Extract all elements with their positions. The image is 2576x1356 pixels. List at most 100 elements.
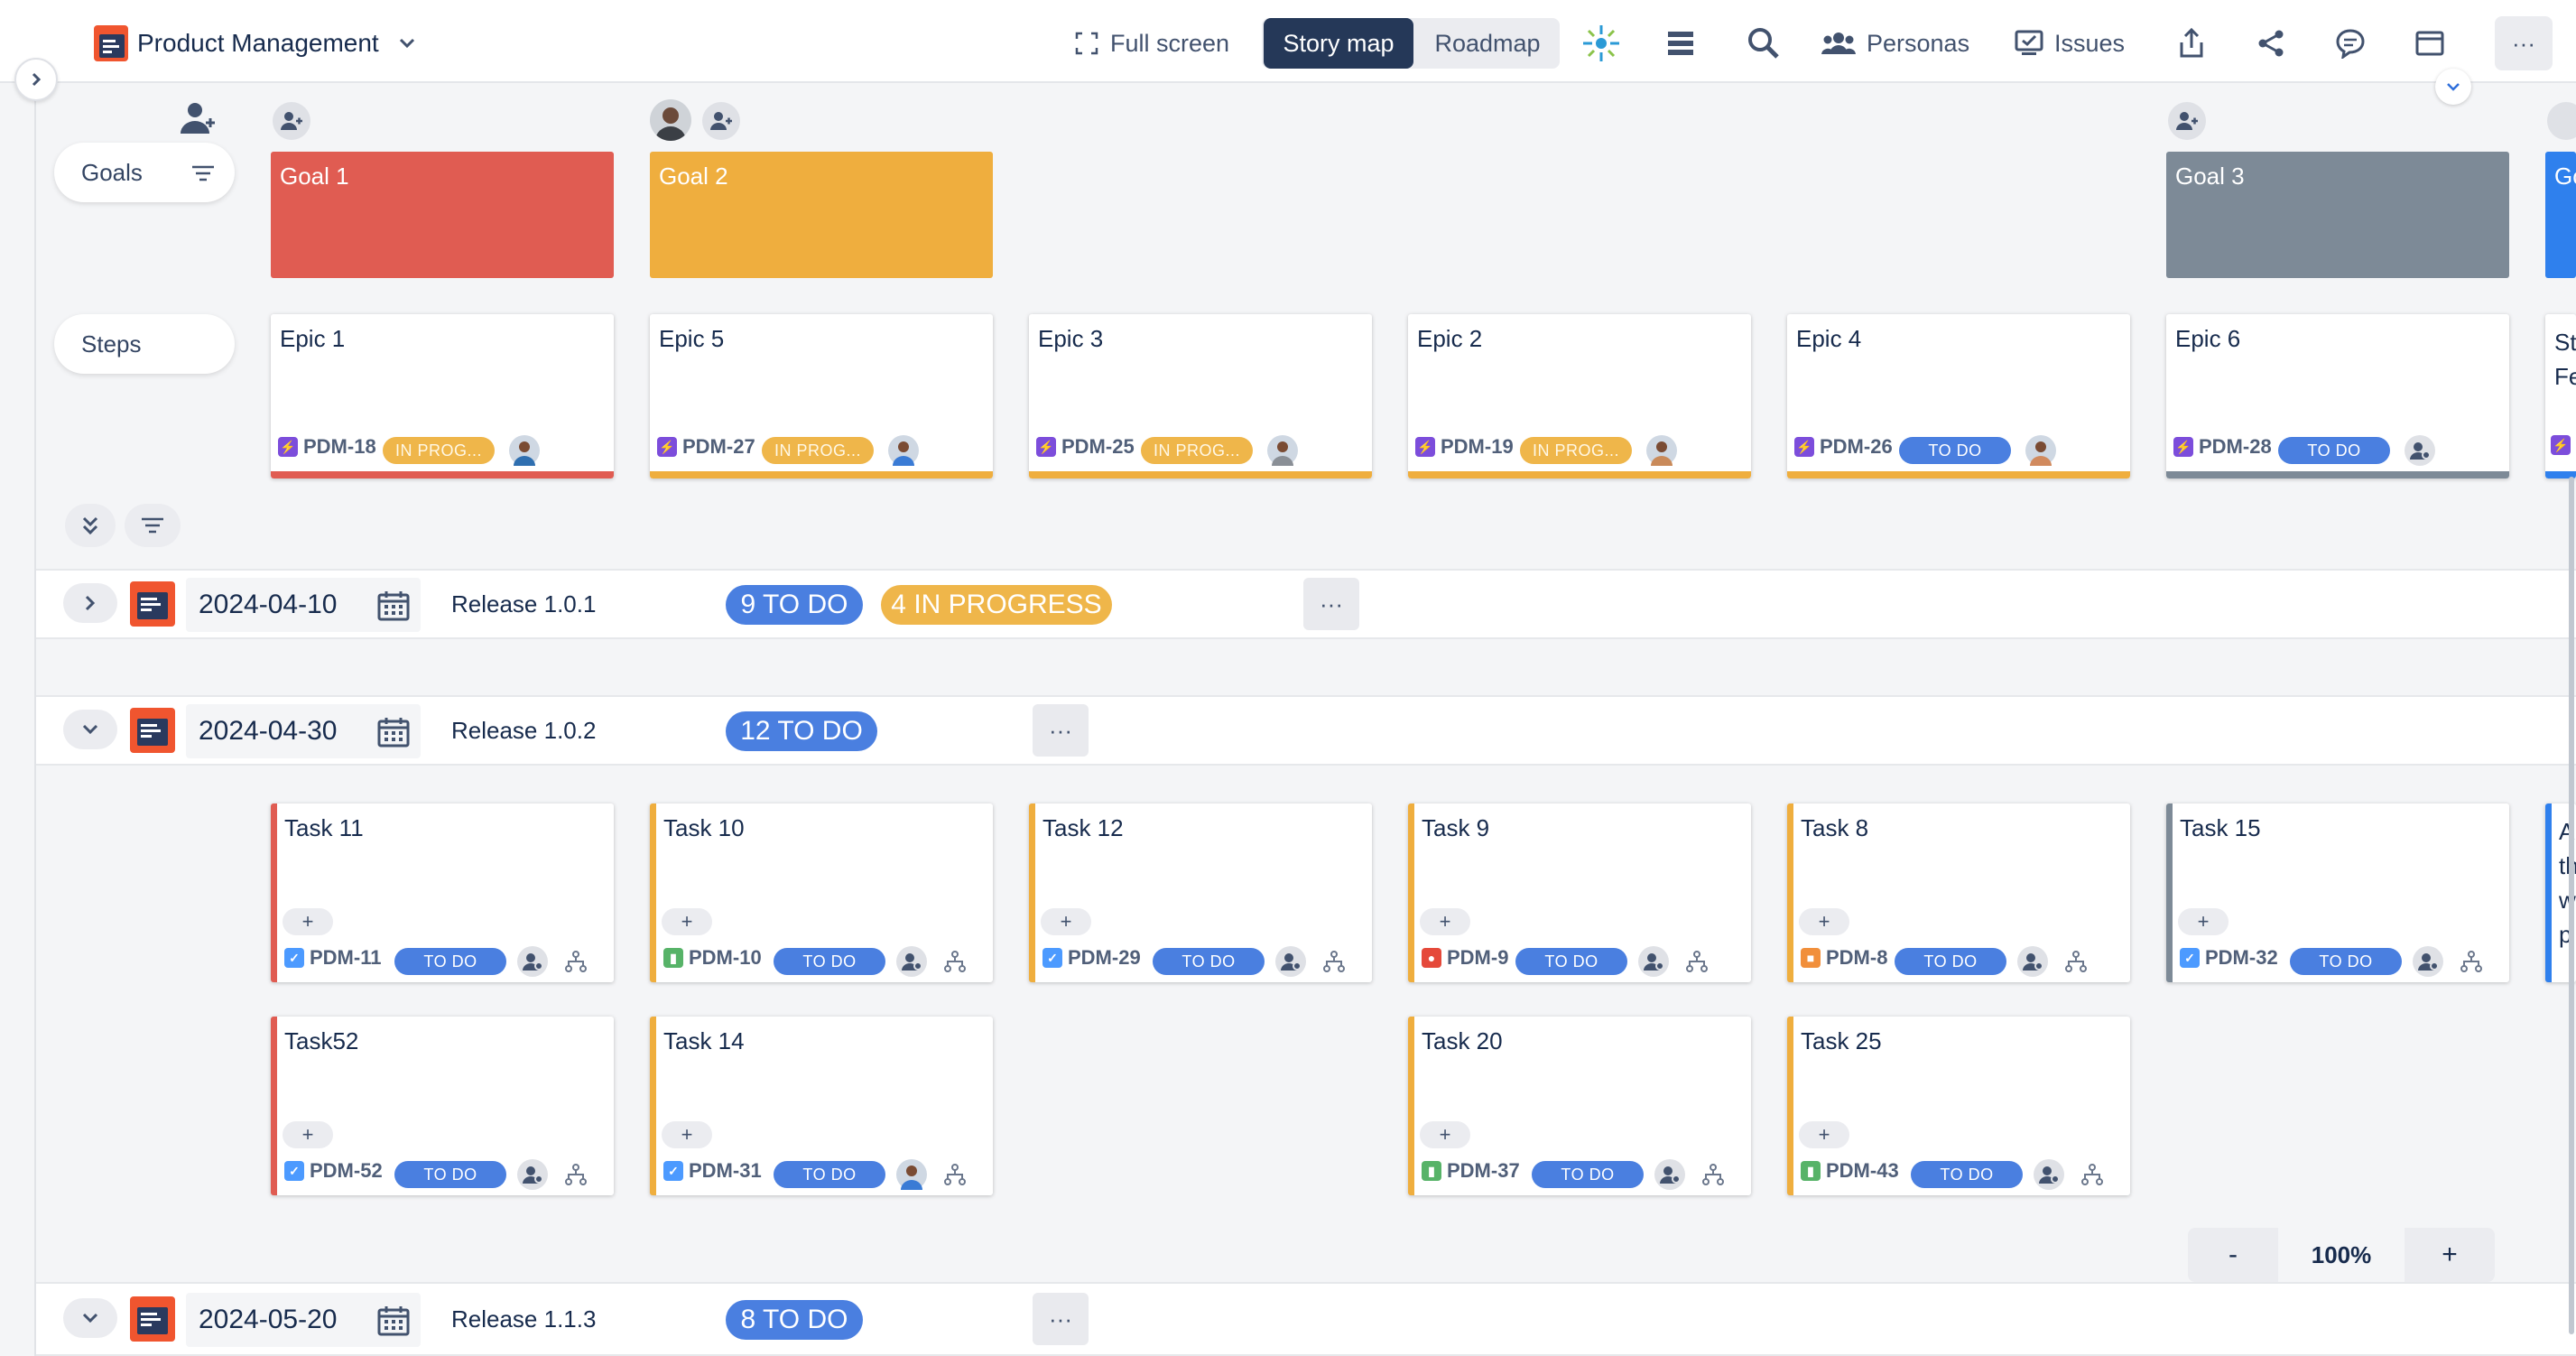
task-card[interactable]: Task 9 + ● PDM-9 TO DO xyxy=(1408,803,1751,982)
status-badge[interactable]: TO DO xyxy=(2278,437,2390,464)
vertical-scrollbar[interactable] xyxy=(2569,477,2574,1334)
assignee-avatar[interactable] xyxy=(517,946,548,977)
status-badge[interactable]: IN PROG... xyxy=(762,437,874,464)
issue-key[interactable]: PDM-11 xyxy=(310,946,382,969)
steps-row-header[interactable]: Steps xyxy=(54,314,235,374)
add-subtask-button[interactable]: + xyxy=(1799,908,1849,935)
add-subtask-button[interactable]: + xyxy=(662,908,712,935)
assignee-avatar[interactable] xyxy=(1654,1159,1685,1190)
assignee-avatar[interactable] xyxy=(2017,946,2048,977)
assignee-avatar[interactable] xyxy=(896,946,927,977)
full-screen-button[interactable]: Full screen xyxy=(1074,23,1229,63)
status-badge[interactable]: TO DO xyxy=(1895,948,2006,975)
hierarchy-icon[interactable] xyxy=(1322,950,1346,973)
release-toggle-button[interactable] xyxy=(63,583,117,623)
epic-card[interactable]: Epic 4 ⚡ PDM-26 TO DO xyxy=(1787,314,2130,478)
todo-count-badge[interactable]: 9 TO DO xyxy=(726,585,863,625)
issue-key[interactable]: PDM-43 xyxy=(1826,1159,1899,1182)
issue-key[interactable]: PDM-10 xyxy=(689,946,762,969)
hierarchy-icon[interactable] xyxy=(2080,1163,2104,1186)
hierarchy-icon[interactable] xyxy=(943,950,967,973)
issues-button[interactable]: Issues xyxy=(2015,23,2125,63)
calendar-icon[interactable] xyxy=(377,717,410,748)
epic-card[interactable]: Epic 1 ⚡ PDM-18 IN PROG... xyxy=(271,314,614,478)
search-icon[interactable] xyxy=(1744,23,1784,63)
assignee-avatar[interactable] xyxy=(888,435,919,466)
goal-card-2[interactable]: Goal 2 xyxy=(650,152,993,278)
task-card[interactable]: Task 20 + ▮ PDM-37 TO DO xyxy=(1408,1017,1751,1195)
issue-key[interactable]: PDM-27 xyxy=(682,435,755,458)
assignee-avatar[interactable] xyxy=(509,435,540,466)
add-subtask-button[interactable]: + xyxy=(1041,908,1091,935)
release-more-button[interactable]: ··· xyxy=(1303,578,1359,630)
in-progress-count-badge[interactable]: 4 IN PROGRESS xyxy=(881,585,1112,625)
status-badge[interactable]: TO DO xyxy=(1532,1161,1644,1188)
hierarchy-icon[interactable] xyxy=(1685,950,1709,973)
status-badge[interactable]: TO DO xyxy=(1153,948,1265,975)
goal-card-1[interactable]: Goal 1 xyxy=(271,152,614,278)
hierarchy-icon[interactable] xyxy=(2064,950,2088,973)
assignee-avatar[interactable] xyxy=(517,1159,548,1190)
add-subtask-button[interactable]: + xyxy=(1420,1121,1470,1148)
more-menu-button[interactable]: ··· xyxy=(2495,16,2553,70)
issue-key[interactable]: PDM-18 xyxy=(303,435,376,458)
release-name[interactable]: Release 1.0.1 xyxy=(451,590,597,618)
add-subtask-button[interactable]: + xyxy=(283,908,333,935)
calendar-icon[interactable] xyxy=(377,1305,410,1336)
collapse-header-button[interactable] xyxy=(2435,69,2471,105)
epic-card[interactable]: Epic 3 ⚡ PDM-25 IN PROG... xyxy=(1029,314,1372,478)
assignee-avatar[interactable] xyxy=(2413,946,2443,977)
task-card[interactable]: Task 12 + ✓ PDM-29 TO DO xyxy=(1029,803,1372,982)
integration-icon[interactable] xyxy=(1580,22,1623,65)
status-badge[interactable]: TO DO xyxy=(1911,1161,2023,1188)
status-badge[interactable]: TO DO xyxy=(394,1161,506,1188)
release-name[interactable]: Release 1.1.3 xyxy=(451,1305,597,1333)
add-subtask-button[interactable]: + xyxy=(1420,908,1470,935)
release-date[interactable]: 2024-04-30 xyxy=(186,704,421,758)
add-persona-icon[interactable] xyxy=(2168,102,2206,140)
share-icon[interactable] xyxy=(2251,23,2291,63)
task-card[interactable]: Task52 + ✓ PDM-52 TO DO xyxy=(271,1017,614,1195)
hierarchy-icon[interactable] xyxy=(564,1163,588,1186)
release-date[interactable]: 2024-05-20 xyxy=(186,1293,421,1347)
status-badge[interactable]: TO DO xyxy=(394,948,506,975)
filter-icon[interactable] xyxy=(191,164,215,182)
task-card[interactable]: Task 14 + ✓ PDM-31 TO DO xyxy=(650,1017,993,1195)
tab-roadmap[interactable]: Roadmap xyxy=(1434,29,1541,57)
todo-count-badge[interactable]: 8 TO DO xyxy=(726,1300,863,1340)
personas-button[interactable]: Personas xyxy=(1821,23,1969,63)
todo-count-badge[interactable]: 12 TO DO xyxy=(726,711,877,751)
issue-key[interactable]: PDM-37 xyxy=(1447,1159,1520,1182)
add-persona-icon[interactable] xyxy=(273,102,310,140)
issue-key[interactable]: PDM-25 xyxy=(1061,435,1135,458)
epic-card[interactable]: Epic 6 ⚡ PDM-28 TO DO xyxy=(2166,314,2509,478)
goal-card-4[interactable]: Go xyxy=(2545,152,2576,278)
assignee-avatar[interactable] xyxy=(2025,435,2056,466)
hierarchy-icon[interactable] xyxy=(943,1163,967,1186)
task-card[interactable]: Task 25 + ▮ PDM-43 TO DO xyxy=(1787,1017,2130,1195)
assignee-avatar[interactable] xyxy=(1267,435,1298,466)
app-title[interactable]: Product Management xyxy=(137,29,379,57)
task-card[interactable]: Task 11 + ✓ PDM-11 TO DO xyxy=(271,803,614,982)
release-toggle-button[interactable] xyxy=(63,710,117,749)
issue-key[interactable]: PDM-28 xyxy=(2199,435,2272,458)
add-persona-icon[interactable] xyxy=(702,102,740,140)
expand-all-button[interactable] xyxy=(65,504,116,547)
zoom-in-button[interactable]: + xyxy=(2442,1240,2458,1269)
assign-persona-icon[interactable] xyxy=(179,101,218,142)
expand-sidebar-button[interactable] xyxy=(14,58,58,101)
goals-row-header[interactable]: Goals xyxy=(54,143,235,202)
assignee-avatar[interactable] xyxy=(896,1159,927,1190)
chevron-down-icon[interactable] xyxy=(397,34,417,57)
status-badge[interactable]: TO DO xyxy=(1515,948,1627,975)
list-view-icon[interactable] xyxy=(1663,25,1699,61)
release-more-button[interactable]: ··· xyxy=(1033,1293,1089,1345)
issue-key[interactable]: PDM-31 xyxy=(689,1159,762,1182)
assignee-avatar[interactable] xyxy=(2405,435,2435,466)
status-badge[interactable]: TO DO xyxy=(774,1161,885,1188)
issue-key[interactable]: PDM-32 xyxy=(2205,946,2278,969)
task-card[interactable]: Task 10 + ▮ PDM-10 TO DO xyxy=(650,803,993,982)
status-badge[interactable]: TO DO xyxy=(774,948,885,975)
export-icon[interactable] xyxy=(2172,23,2211,63)
zoom-out-button[interactable]: - xyxy=(2229,1240,2238,1269)
